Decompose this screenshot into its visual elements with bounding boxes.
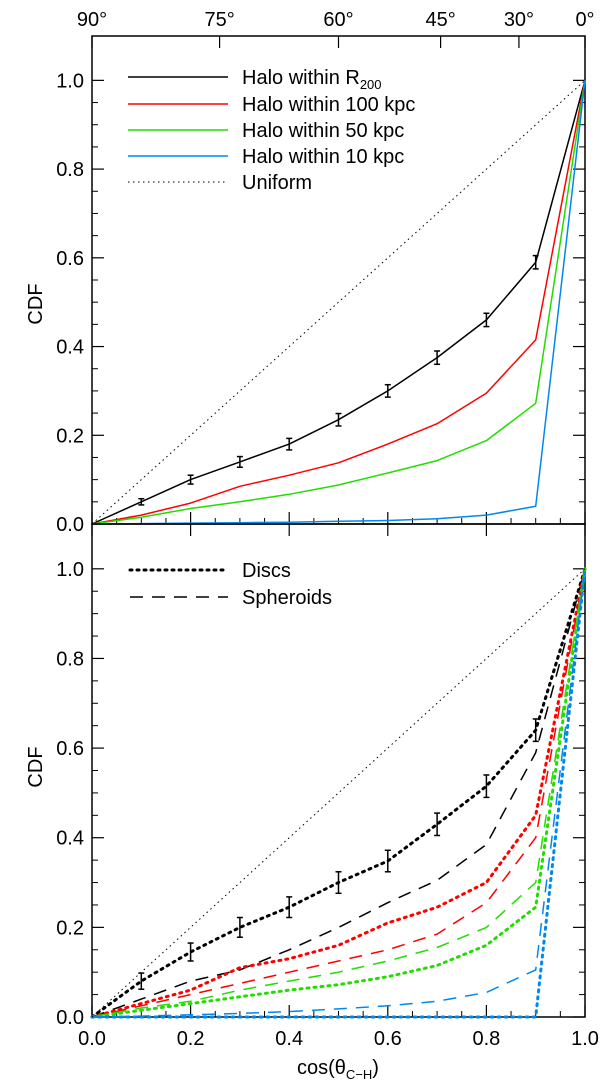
bottom-series-line bbox=[91, 568, 586, 1018]
bottom-ytick-label: 0.0 bbox=[56, 1007, 84, 1029]
bottom-ytick-label: 0.6 bbox=[56, 738, 84, 760]
bottom-ytick-label: 0.4 bbox=[56, 828, 84, 850]
top-series-line bbox=[91, 80, 586, 525]
bottom-ytick-label: 0.8 bbox=[56, 648, 84, 670]
top-axis-ticks: 0.0 0.2 0.4 0.6 0.8 1.0 90° 75° 60° 45° 30° 0° bbox=[56, 9, 594, 536]
bottom-panel: 0.0 0.2 0.4 0.6 0.8 1.0 0.0 0.2 0.4 0.6 0.8 1.0 Dis… bbox=[25, 523, 599, 1082]
top-series-line bbox=[91, 80, 586, 525]
angle-tick-label: 90° bbox=[77, 9, 107, 31]
bottom-xtick-label: 0.2 bbox=[177, 1028, 205, 1050]
top-ytick-label: 0.6 bbox=[56, 248, 84, 270]
bottom-series-line bbox=[91, 568, 586, 1018]
bottom-series-line bbox=[91, 568, 586, 1018]
bottom-legend: Discs Spheroids bbox=[128, 560, 332, 609]
angle-tick-label: 0° bbox=[575, 9, 594, 31]
top-ytick-label: 0.2 bbox=[56, 425, 84, 447]
bottom-series-line bbox=[91, 568, 586, 1018]
legend-label-10kpc: Halo within 10 kpc bbox=[242, 146, 404, 168]
legend-label-50kpc: Halo within 50 kpc bbox=[242, 120, 404, 142]
bottom-series-line bbox=[90, 567, 587, 1019]
angle-tick-label: 30° bbox=[504, 9, 534, 31]
bottom-series bbox=[90, 567, 587, 1019]
angle-tick-label: 60° bbox=[323, 9, 353, 31]
bottom-ylabel: CDF bbox=[25, 746, 47, 787]
top-ytick-label: 0.8 bbox=[56, 159, 84, 181]
top-series-line bbox=[91, 80, 586, 525]
legend-label-100kpc: Halo within 100 kpc bbox=[242, 94, 415, 116]
legend-label-r200: Halo within R200 bbox=[242, 67, 382, 92]
legend-label-spheroids: Spheroids bbox=[242, 587, 332, 609]
bottom-series-line bbox=[91, 568, 586, 1018]
bottom-xtick-label: 0.4 bbox=[275, 1028, 303, 1050]
bottom-ytick-label: 0.2 bbox=[56, 917, 84, 939]
bottom-series-line bbox=[90, 567, 587, 1019]
legend-label-discs: Discs bbox=[242, 560, 291, 582]
bottom-ytick-label: 1.0 bbox=[56, 559, 84, 581]
angle-tick-label: 45° bbox=[425, 9, 455, 31]
bottom-xtick-label: 0.6 bbox=[374, 1028, 402, 1050]
bottom-xtick-label: 0.0 bbox=[78, 1028, 106, 1050]
top-ytick-label: 1.0 bbox=[56, 70, 84, 92]
top-ylabel: CDF bbox=[25, 283, 47, 324]
top-ytick-label: 0.4 bbox=[56, 337, 84, 359]
bottom-xtick-label: 0.8 bbox=[472, 1028, 500, 1050]
bottom-xtick-label: 1.0 bbox=[571, 1028, 599, 1050]
legend-label-uniform: Uniform bbox=[242, 172, 312, 194]
bottom-series-line bbox=[90, 567, 587, 1019]
top-legend: Halo within R200 Halo within 100 kpc Hal… bbox=[128, 67, 415, 194]
x-axis-label: cos(θC−H) bbox=[297, 1057, 379, 1082]
top-ytick-label: 0.0 bbox=[56, 514, 84, 536]
angle-tick-label: 75° bbox=[204, 9, 234, 31]
